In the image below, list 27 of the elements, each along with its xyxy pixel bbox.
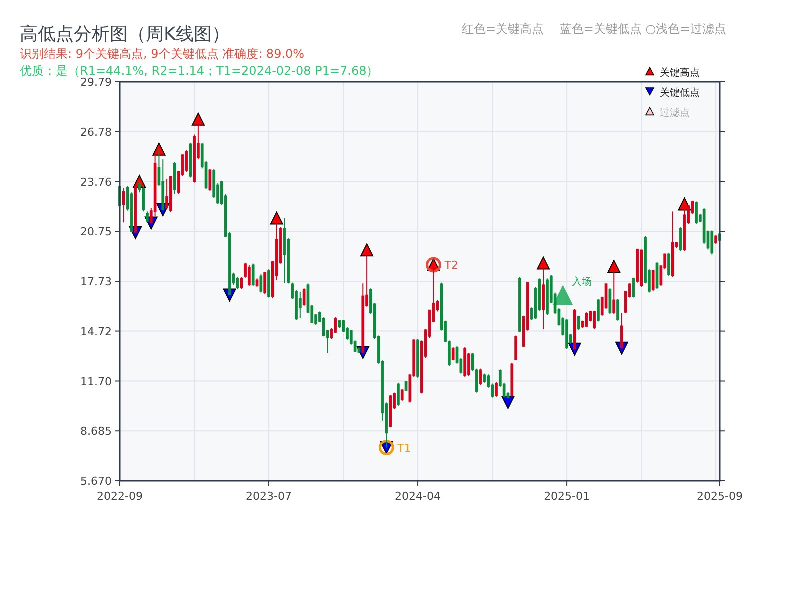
legend-item: 关键低点 (645, 88, 700, 99)
y-tick-label: 23.76 (80, 176, 112, 189)
series-label: 入场 (572, 276, 592, 288)
text: 优质：是（R1=44.1%, R2=1.14；T1=2024-02-08 P1=7.68） (20, 64, 379, 78)
x-tick-label: 2023-07 (246, 490, 292, 503)
y-tick-label: 8.685 (80, 425, 112, 438)
series-label: T2 (444, 258, 458, 272)
y-tick-label: 20.75 (80, 226, 112, 239)
legend-label: 关键低点 (660, 87, 700, 99)
y-tick-label: 5.670 (80, 475, 112, 488)
y-tick-label: 29.79 (80, 76, 112, 89)
legend-item: 过滤点 (645, 106, 690, 119)
y-tick-label: 26.78 (80, 126, 112, 139)
legend-label: 关键高点 (660, 67, 700, 79)
y-tick-label: 17.73 (80, 276, 112, 288)
x-tick-label: 2025-01 (544, 490, 590, 503)
legend-item: 关键高点 (645, 66, 700, 79)
y-tick-label: 14.72 (80, 325, 112, 338)
x-tick-label: 2022-09 (97, 490, 143, 503)
x-tick-label: 2025-09 (697, 490, 743, 503)
text: 红色=关键高点 蓝色=关键低点 ○浅色=过滤点 (462, 22, 726, 36)
series-label: T1 (396, 442, 412, 455)
chart-title: 高低点分析图（周K线图） (20, 24, 230, 45)
y-tick-label: 11.70 (80, 375, 112, 388)
x-tick-label: 2024-04 (395, 490, 442, 503)
legend-label: 过滤点 (660, 107, 690, 119)
chart-subtitle: 识别结果: 9个关键高点, 9个关键低点 准确度: 89.0% (20, 47, 305, 61)
